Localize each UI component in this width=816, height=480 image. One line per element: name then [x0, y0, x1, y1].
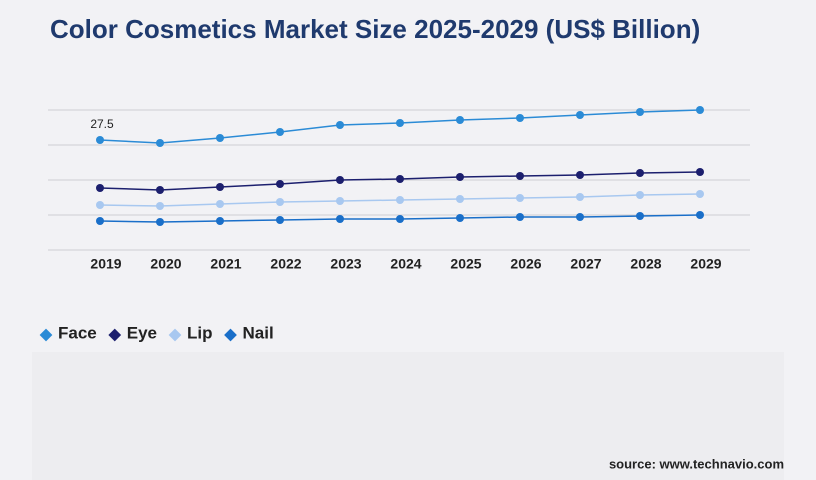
point: [696, 106, 704, 114]
legend-label: Lip: [187, 323, 213, 342]
legend-marker: [108, 328, 122, 342]
point: [696, 211, 704, 219]
point: [96, 217, 104, 225]
point: [696, 190, 704, 198]
point: [516, 114, 524, 122]
point: [216, 200, 224, 208]
point: [516, 213, 524, 221]
point: [216, 217, 224, 225]
x-tick-label: 2028: [630, 256, 661, 272]
point: [636, 108, 644, 116]
x-tick-label: 2026: [510, 256, 541, 272]
point: [336, 121, 344, 129]
x-tick-label: 2019: [90, 256, 121, 272]
legend-marker: [39, 328, 53, 342]
point: [156, 218, 164, 226]
point: [396, 215, 404, 223]
point: [576, 111, 584, 119]
point: [276, 198, 284, 206]
legend-marker: [168, 328, 182, 342]
legend-marker: [224, 328, 237, 342]
point: [576, 193, 584, 201]
point: [516, 194, 524, 202]
legend-label: Nail: [243, 323, 274, 342]
point: [336, 215, 344, 223]
source: source: www.technavio.com: [609, 456, 784, 471]
point: [636, 169, 644, 177]
x-tick-label: 2027: [570, 256, 601, 272]
point: [216, 183, 224, 191]
point: [456, 116, 464, 124]
x-tick-label: 2022: [270, 256, 301, 272]
data-label: 27.5: [90, 117, 114, 131]
point: [636, 212, 644, 220]
point: [156, 139, 164, 147]
x-tick-label: 2024: [390, 256, 421, 272]
point: [396, 119, 404, 127]
point: [156, 202, 164, 210]
point: [456, 195, 464, 203]
x-tick-label: 2020: [150, 256, 181, 272]
point: [516, 172, 524, 180]
point: [276, 180, 284, 188]
point: [216, 134, 224, 142]
point: [696, 168, 704, 176]
point: [276, 128, 284, 136]
point: [396, 175, 404, 183]
point: [336, 176, 344, 184]
point: [636, 191, 644, 199]
chart-title: Color Cosmetics Market Size 2025-2029 (U…: [50, 14, 700, 44]
legend-label: Face: [58, 323, 97, 342]
point: [156, 186, 164, 194]
point: [456, 214, 464, 222]
point: [576, 213, 584, 221]
panel: [32, 352, 784, 480]
x-tick-label: 2023: [330, 256, 361, 272]
x-tick-label: 2021: [210, 256, 241, 272]
point: [576, 171, 584, 179]
point: [456, 173, 464, 181]
point: [276, 216, 284, 224]
point: [96, 184, 104, 192]
point: [96, 201, 104, 209]
point: [396, 196, 404, 204]
x-tick-label: 2025: [450, 256, 481, 272]
x-tick-label: 2029: [690, 256, 721, 272]
point: [336, 197, 344, 205]
point: [96, 136, 104, 144]
legend-label: Eye: [127, 323, 157, 342]
